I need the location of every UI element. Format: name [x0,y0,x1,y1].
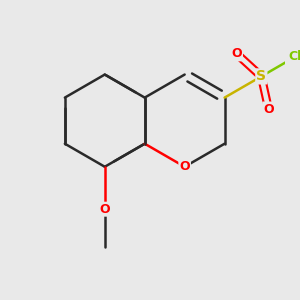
Text: O: O [231,47,242,60]
Text: S: S [256,69,266,83]
Text: Cl: Cl [289,50,300,63]
Text: O: O [263,103,274,116]
Text: O: O [179,160,190,173]
Text: O: O [100,203,110,216]
